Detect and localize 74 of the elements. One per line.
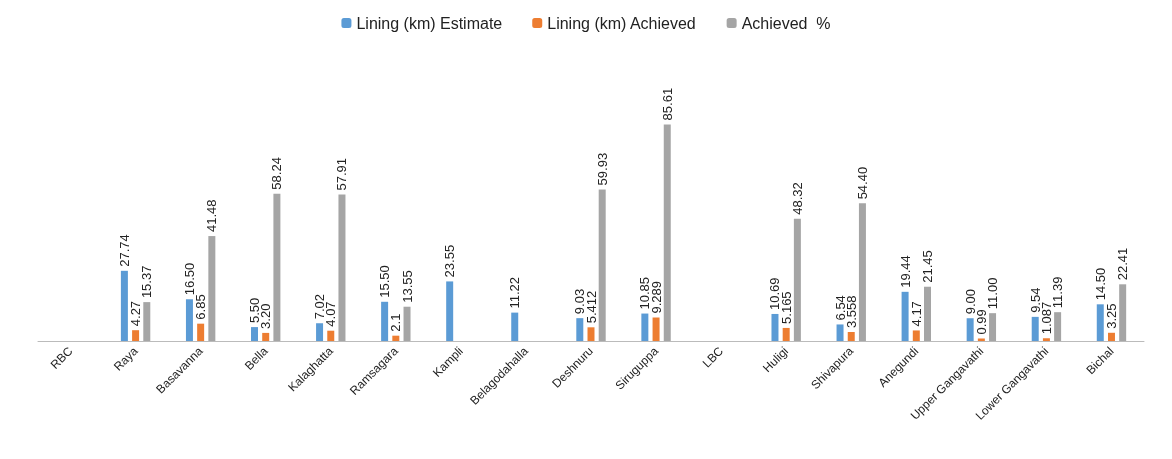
legend-label: Achieved % — [741, 14, 831, 32]
data-label: 11.00 — [985, 277, 1001, 310]
data-label: 13.55 — [399, 270, 415, 303]
bar — [836, 324, 844, 341]
data-label: 19.44 — [897, 255, 913, 288]
data-label: 16.50 — [181, 262, 197, 296]
data-label: 54.40 — [854, 166, 870, 200]
legend-label: Lining (km) Estimate — [356, 14, 503, 32]
data-label: 85.61 — [659, 87, 675, 121]
bar — [966, 318, 974, 341]
bar — [185, 299, 193, 341]
bar — [273, 193, 281, 341]
bar — [793, 218, 801, 341]
bar — [1119, 284, 1127, 341]
bar — [641, 313, 649, 341]
bar — [392, 335, 400, 341]
bar — [652, 317, 660, 341]
bar — [989, 313, 997, 341]
bar — [446, 281, 454, 341]
data-label: 9.54 — [1027, 287, 1043, 313]
bar — [587, 327, 595, 341]
data-label: 23.55 — [442, 244, 458, 278]
bar — [858, 203, 866, 341]
bar — [132, 330, 140, 341]
bar — [1031, 316, 1039, 341]
data-label: 3.25 — [1103, 303, 1119, 329]
data-label: 11.22 — [507, 277, 523, 309]
bar — [912, 330, 920, 341]
bar — [251, 327, 259, 341]
bar — [403, 306, 411, 341]
data-label: 4.17 — [908, 301, 924, 327]
bar — [771, 313, 779, 341]
data-label: 6.54 — [832, 295, 848, 321]
data-label: 41.48 — [204, 199, 220, 233]
bar — [901, 291, 909, 341]
data-label: 6.85 — [193, 294, 209, 320]
data-label: 15.37 — [139, 265, 155, 299]
data-label: 27.74 — [116, 234, 132, 267]
bar — [1096, 304, 1104, 341]
data-label: 4.07 — [323, 301, 339, 327]
legend-label: Lining (km) Achieved — [547, 14, 696, 32]
bar — [208, 236, 216, 341]
data-label: 11.39 — [1050, 276, 1066, 309]
bar — [663, 124, 671, 341]
bar — [316, 323, 324, 341]
bar — [847, 332, 855, 341]
bar — [143, 302, 151, 341]
data-label: 2.1 — [388, 313, 404, 332]
bar — [511, 312, 519, 341]
bar — [327, 330, 335, 341]
bar — [576, 318, 584, 341]
data-label: 22.41 — [1115, 247, 1131, 281]
data-label: 3.20 — [258, 303, 274, 329]
data-label: 14.50 — [1092, 267, 1108, 301]
bar — [338, 194, 346, 341]
data-label: 21.45 — [919, 250, 935, 283]
bar — [197, 323, 205, 341]
bar — [923, 286, 931, 341]
data-label: 9.00 — [962, 288, 978, 315]
bar — [262, 332, 270, 341]
data-label: 15.50 — [377, 265, 393, 298]
data-label: 4.27 — [128, 300, 144, 327]
data-label: 57.91 — [334, 157, 350, 191]
bar — [782, 327, 790, 341]
bar — [381, 301, 389, 341]
bar — [1042, 338, 1050, 341]
bar — [1054, 312, 1062, 341]
data-label: 59.93 — [594, 152, 610, 186]
bar — [1107, 332, 1115, 341]
data-label: 58.24 — [269, 157, 285, 190]
bar — [598, 189, 606, 341]
bar — [120, 270, 128, 341]
bar — [977, 338, 985, 341]
data-label: 48.32 — [789, 182, 805, 215]
